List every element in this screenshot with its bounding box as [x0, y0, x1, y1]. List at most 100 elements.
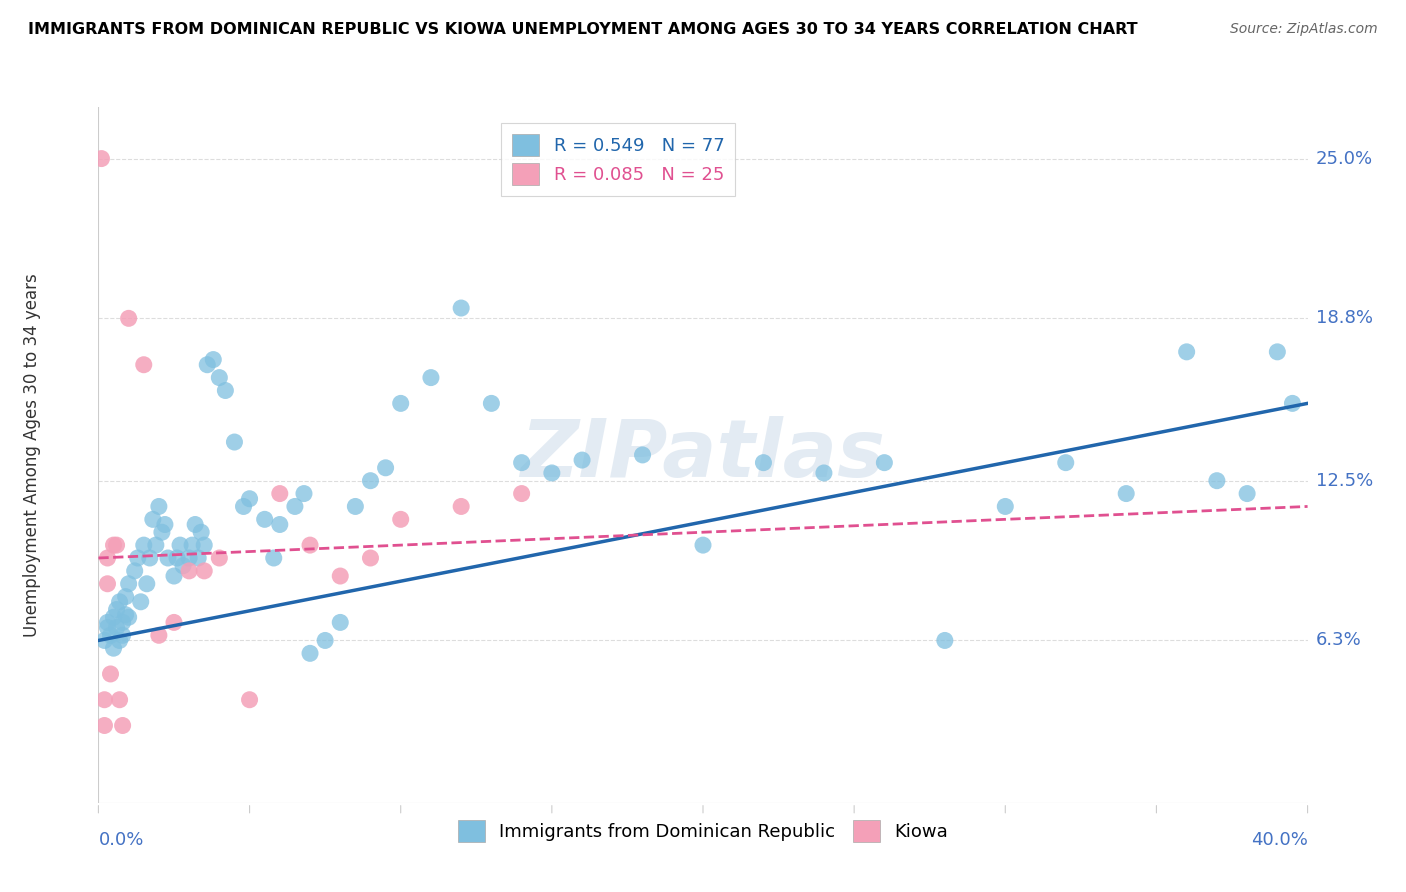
Point [90, 152, 112, 166]
Point [118, 576, 141, 591]
Point [510, 486, 533, 500]
Point [118, 311, 141, 326]
Point [208, 370, 231, 384]
Text: Source: ZipAtlas.com: Source: ZipAtlas.com [1230, 22, 1378, 37]
Point [177, 564, 201, 578]
Point [510, 456, 533, 470]
Point [103, 641, 125, 656]
Point [172, 558, 194, 573]
Point [100, 628, 122, 642]
Point [813, 466, 835, 480]
Point [163, 569, 186, 583]
Point [284, 500, 307, 514]
Point [934, 633, 956, 648]
Point [193, 538, 215, 552]
Point [132, 358, 155, 372]
Point [299, 538, 322, 552]
Point [1265, 344, 1288, 359]
Point [114, 607, 136, 622]
Point [156, 551, 179, 566]
Point [181, 538, 204, 552]
Point [166, 551, 188, 566]
Point [93, 692, 115, 706]
Point [184, 517, 207, 532]
Point [96, 621, 118, 635]
Text: 25.0%: 25.0% [1316, 150, 1374, 168]
Point [1115, 486, 1137, 500]
Point [108, 692, 131, 706]
Point [139, 551, 162, 566]
Point [1054, 456, 1077, 470]
Point [100, 667, 122, 681]
Point [190, 525, 212, 540]
Point [360, 474, 382, 488]
Point [96, 551, 118, 566]
Point [994, 500, 1017, 514]
Point [239, 692, 262, 706]
Text: 40.0%: 40.0% [1251, 830, 1308, 848]
Point [105, 621, 128, 635]
Text: 0.0%: 0.0% [98, 830, 143, 848]
Legend: Immigrants from Dominican Republic, Kiowa: Immigrants from Dominican Republic, Kiow… [450, 813, 956, 849]
Point [93, 633, 115, 648]
Point [389, 512, 412, 526]
Point [145, 538, 167, 552]
Point [103, 610, 125, 624]
Point [450, 301, 472, 315]
Point [195, 358, 218, 372]
Point [329, 569, 352, 583]
Point [631, 448, 654, 462]
Point [108, 633, 131, 648]
Point [148, 628, 170, 642]
Point [150, 525, 173, 540]
Point [111, 718, 134, 732]
Point [93, 718, 115, 732]
Point [208, 551, 231, 566]
Point [450, 500, 472, 514]
Text: ZIPatlas: ZIPatlas [520, 416, 886, 494]
Point [96, 615, 118, 630]
Point [193, 564, 215, 578]
Text: 12.5%: 12.5% [1316, 472, 1374, 490]
Point [873, 456, 896, 470]
Point [263, 551, 285, 566]
Point [692, 538, 714, 552]
Point [540, 466, 562, 480]
Point [135, 576, 157, 591]
Point [232, 500, 254, 514]
Point [187, 551, 209, 566]
Point [329, 615, 352, 630]
Point [1206, 474, 1229, 488]
Point [96, 576, 118, 591]
Point [224, 435, 246, 450]
Point [374, 460, 396, 475]
Point [481, 396, 503, 410]
Point [127, 551, 149, 566]
Point [202, 352, 225, 367]
Point [571, 453, 593, 467]
Point [114, 590, 136, 604]
Point [111, 628, 134, 642]
Point [163, 615, 186, 630]
Point [419, 370, 441, 384]
Point [1281, 396, 1303, 410]
Point [124, 564, 146, 578]
Point [177, 551, 201, 566]
Text: Unemployment Among Ages 30 to 34 years: Unemployment Among Ages 30 to 34 years [22, 273, 41, 637]
Point [314, 633, 336, 648]
Text: 18.8%: 18.8% [1316, 310, 1372, 327]
Point [344, 500, 367, 514]
Point [105, 538, 128, 552]
Text: IMMIGRANTS FROM DOMINICAN REPUBLIC VS KIOWA UNEMPLOYMENT AMONG AGES 30 TO 34 YEA: IMMIGRANTS FROM DOMINICAN REPUBLIC VS KI… [28, 22, 1137, 37]
Point [1175, 344, 1198, 359]
Point [299, 646, 322, 660]
Point [360, 551, 382, 566]
Point [239, 491, 262, 506]
Point [269, 486, 291, 500]
Point [253, 512, 276, 526]
Point [389, 396, 412, 410]
Point [103, 538, 125, 552]
Point [148, 500, 170, 514]
Point [142, 512, 165, 526]
Point [752, 456, 775, 470]
